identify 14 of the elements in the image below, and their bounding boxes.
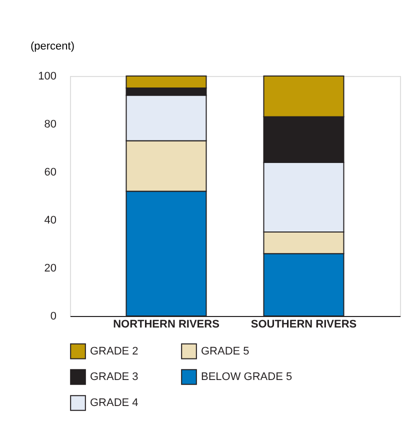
- y-tick-label: 100: [38, 70, 56, 82]
- y-tick-label: 0: [50, 310, 56, 322]
- y-axis-title: (percent): [30, 40, 75, 52]
- x-tick-label: SOUTHERN RIVERS: [250, 318, 357, 330]
- legend-label: GRADE 2: [90, 345, 138, 358]
- y-tick-label: 20: [44, 262, 56, 274]
- y-tick-label: 60: [44, 166, 56, 178]
- legend-label: GRADE 5: [201, 345, 250, 358]
- legend-label: GRADE 4: [90, 397, 138, 409]
- y-tick-label: 40: [44, 214, 56, 226]
- y-tick-label: 80: [44, 118, 56, 130]
- legend-label: GRADE 3: [90, 371, 138, 383]
- x-tick-label: NORTHERN RIVERS: [113, 318, 220, 330]
- legend-label: BELOW GRADE 5: [201, 371, 292, 383]
